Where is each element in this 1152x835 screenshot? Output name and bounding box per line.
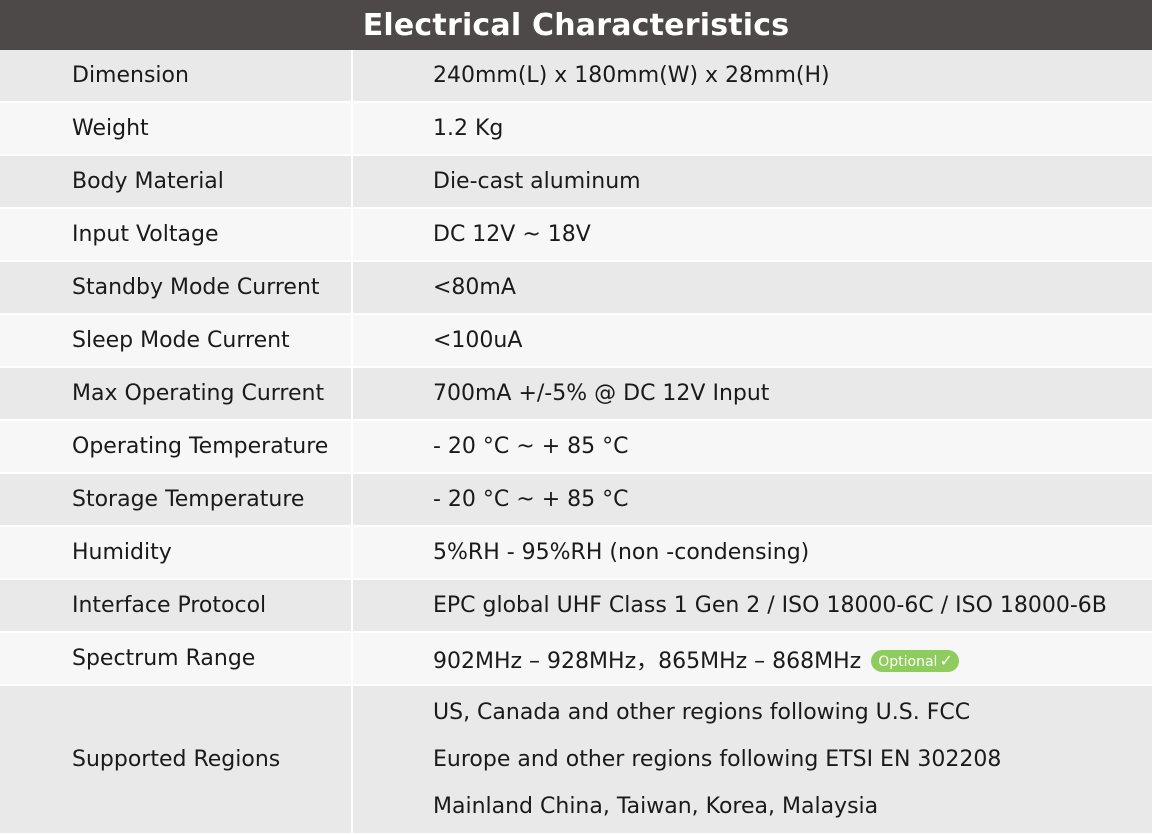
row-label-standby-current: Standby Mode Current	[0, 261, 353, 315]
table-row: Max Operating Current 700mA +/-5% @ DC 1…	[0, 367, 1152, 421]
row-value-operating-temperature: - 20 °C ~ + 85 °C	[352, 420, 1152, 474]
check-icon: ✓	[939, 650, 953, 670]
row-label-weight: Weight	[0, 102, 353, 156]
optional-badge-label: Optional	[878, 653, 938, 670]
row-value-sleep-current: <100uA	[352, 314, 1152, 368]
table-title: Electrical Characteristics	[0, 0, 1152, 50]
row-value-weight: 1.2 Kg	[352, 102, 1152, 156]
row-label-operating-temperature: Operating Temperature	[0, 420, 353, 474]
row-value-spectrum-range: 902MHz – 928MHz，865MHz – 868MHz Optional ✓	[352, 632, 1152, 686]
row-label-supported-regions: Supported Regions	[0, 685, 353, 835]
table-row: Interface Protocol EPC global UHF Class …	[0, 579, 1152, 633]
spectrum-range-text: 902MHz – 928MHz，865MHz – 868MHz	[433, 648, 862, 674]
table-row: Spectrum Range 902MHz – 928MHz，865MHz – …	[0, 632, 1152, 686]
row-value-input-voltage: DC 12V ~ 18V	[352, 208, 1152, 262]
table-row: Input Voltage DC 12V ~ 18V	[0, 208, 1152, 262]
row-label-storage-temperature: Storage Temperature	[0, 473, 353, 527]
row-value-standby-current: <80mA	[352, 261, 1152, 315]
row-label-max-operating-current: Max Operating Current	[0, 367, 353, 421]
region-line: US, Canada and other regions following U…	[433, 700, 971, 725]
row-value-storage-temperature: - 20 °C ~ + 85 °C	[352, 473, 1152, 527]
row-value-humidity: 5%RH - 95%RH (non -condensing)	[352, 526, 1152, 580]
row-value-supported-regions: US, Canada and other regions following U…	[352, 685, 1152, 835]
optional-badge: Optional ✓	[871, 649, 959, 672]
table-row: Storage Temperature - 20 °C ~ + 85 °C	[0, 473, 1152, 527]
row-label-body-material: Body Material	[0, 155, 353, 209]
row-label-interface-protocol: Interface Protocol	[0, 579, 353, 633]
row-label-spectrum-range: Spectrum Range	[0, 632, 353, 686]
region-line: Europe and other regions following ETSI …	[433, 747, 1002, 772]
row-label-humidity: Humidity	[0, 526, 353, 580]
row-label-input-voltage: Input Voltage	[0, 208, 353, 262]
table-row: Humidity 5%RH - 95%RH (non -condensing)	[0, 526, 1152, 580]
table-row: Supported Regions US, Canada and other r…	[0, 685, 1152, 835]
row-value-interface-protocol: EPC global UHF Class 1 Gen 2 / ISO 18000…	[352, 579, 1152, 633]
table-row: Standby Mode Current <80mA	[0, 261, 1152, 315]
table-row: Operating Temperature - 20 °C ~ + 85 °C	[0, 420, 1152, 474]
row-value-dimension: 240mm(L) x 180mm(W) x 28mm(H)	[352, 50, 1152, 103]
table-row: Sleep Mode Current <100uA	[0, 314, 1152, 368]
table-title-row: Electrical Characteristics	[0, 0, 1152, 50]
table-row: Weight 1.2 Kg	[0, 102, 1152, 156]
row-label-dimension: Dimension	[0, 50, 353, 103]
region-line: Mainland China, Taiwan, Korea, Malaysia	[433, 794, 879, 819]
row-label-sleep-current: Sleep Mode Current	[0, 314, 353, 368]
row-value-max-operating-current: 700mA +/-5% @ DC 12V Input	[352, 367, 1152, 421]
table-row: Body Material Die-cast aluminum	[0, 155, 1152, 209]
table-row: Dimension 240mm(L) x 180mm(W) x 28mm(H)	[0, 50, 1152, 103]
row-value-body-material: Die-cast aluminum	[352, 155, 1152, 209]
